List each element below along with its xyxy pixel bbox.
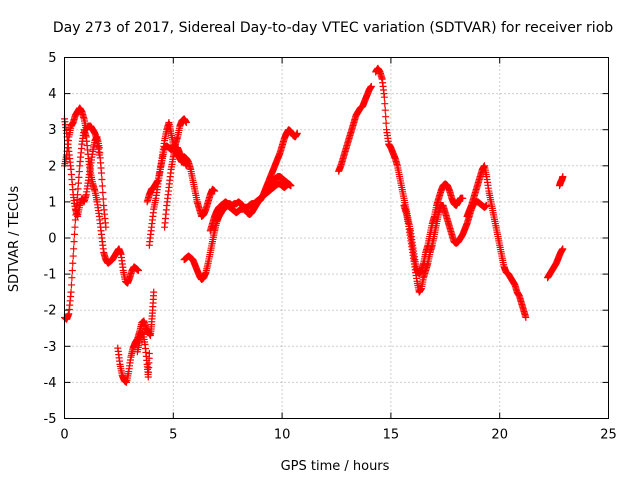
data-markers — [61, 64, 567, 386]
y-tick-label: -1 — [44, 268, 57, 283]
data-point — [68, 266, 76, 274]
data-point — [459, 194, 467, 202]
series-t14 — [463, 162, 530, 321]
x-tick-label: 20 — [491, 428, 508, 443]
data-point — [134, 266, 142, 274]
y-tick-label: 5 — [48, 51, 56, 66]
x-tick-label: 0 — [60, 428, 68, 443]
data-point — [99, 195, 107, 203]
data-point — [71, 230, 79, 238]
axis-ticks: 0 5 10 15 20 25 -5 -4 -3 -2 -1 0 1 2 3 4 5 — [44, 51, 617, 443]
data-point — [69, 259, 77, 267]
series-t02 — [61, 104, 103, 170]
data-point — [381, 100, 389, 108]
data-point — [67, 288, 75, 296]
y-tick-label: 4 — [48, 87, 56, 102]
data-point — [293, 129, 301, 137]
series-t13 — [400, 198, 491, 296]
data-point — [69, 252, 77, 260]
data-point — [102, 223, 110, 231]
grid — [64, 57, 609, 419]
series-t12 — [372, 64, 467, 278]
plot-frame — [64, 57, 609, 419]
x-tick-label: 10 — [274, 428, 291, 443]
x-tick-label: 5 — [169, 428, 177, 443]
y-tick-label: -4 — [44, 376, 57, 391]
data-point — [287, 182, 295, 190]
series-t04 — [133, 328, 153, 381]
data-point — [70, 238, 78, 246]
x-tick-label: 25 — [600, 428, 617, 443]
data-point — [483, 202, 491, 210]
data-point — [381, 106, 389, 114]
series-t00 — [61, 126, 142, 323]
data-point — [559, 173, 567, 181]
y-tick-label: 3 — [48, 123, 56, 138]
x-tick-label: 15 — [383, 428, 400, 443]
data-point — [382, 113, 390, 121]
y-axis-label: SDTVAR / TECUs — [7, 186, 22, 293]
series-t15 — [544, 245, 567, 282]
data-point — [211, 187, 219, 195]
x-axis-label: GPS time / hours — [281, 459, 390, 474]
data-point — [99, 189, 107, 197]
data-point — [522, 313, 530, 321]
data-point — [382, 119, 390, 127]
data-point — [145, 350, 153, 358]
y-tick-label: 1 — [48, 195, 56, 210]
data-point — [367, 82, 375, 90]
chart-title: Day 273 of 2017, Sidereal Day-to-day VTE… — [53, 20, 613, 36]
y-tick-label: 0 — [48, 232, 56, 247]
data-point — [380, 93, 388, 101]
data-point — [71, 223, 79, 231]
series-t06 — [143, 115, 190, 206]
series-t11 — [335, 82, 375, 175]
data-point — [95, 151, 103, 159]
series-t16 — [556, 173, 567, 190]
data-point — [97, 169, 105, 177]
series-t10 — [248, 126, 301, 213]
data-point — [150, 288, 158, 296]
data-point — [559, 245, 567, 253]
series-t08 — [180, 173, 295, 284]
series-t03 — [114, 288, 158, 386]
series-t07 — [161, 144, 219, 231]
data-point — [67, 281, 75, 289]
y-tick-label: -5 — [44, 412, 57, 427]
y-tick-label: -2 — [44, 304, 57, 319]
data-point — [68, 274, 76, 282]
data-point — [70, 245, 78, 253]
data-point — [182, 118, 190, 126]
y-tick-label: -3 — [44, 340, 57, 355]
y-tick-label: 2 — [48, 159, 56, 174]
data-point — [98, 182, 106, 190]
data-point — [98, 176, 106, 184]
